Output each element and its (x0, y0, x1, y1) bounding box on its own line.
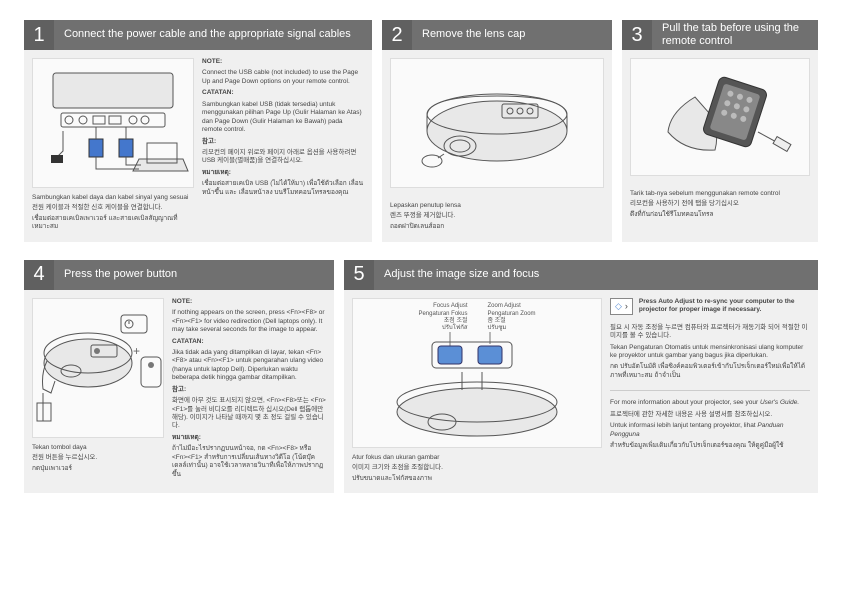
zoom-th: ปรับซูม (488, 325, 536, 332)
step-1-left: Sambungkan kabel daya dan kabel sinyal y… (32, 58, 194, 234)
step-1-body: Sambungkan kabel daya dan kabel sinyal y… (24, 50, 372, 242)
focus-id: Pengaturan Fokus (418, 311, 467, 318)
step-4: 4 Press the power button + (24, 260, 334, 493)
note-label-ko: 참고: (172, 386, 186, 393)
note-en: If nothing appears on the screen, press … (172, 309, 326, 334)
step-1-title: Connect the power cable and the appropri… (54, 20, 372, 50)
zoom-en: Zoom Adjust (488, 303, 536, 310)
step-1-captions: Sambungkan kabel daya dan kabel sinyal y… (32, 194, 194, 232)
auto-id: Tekan Pengaturan Otomatis untuk mensinkr… (610, 344, 810, 361)
focus-th: ปรับโฟกัส (418, 325, 467, 332)
zoom-id: Pengaturan Zoom (488, 311, 536, 318)
note-ko: 리모컨의 페이지 위로와 페이지 아래로 옵션을 사용하려면 USB 케이블(별… (202, 149, 364, 166)
row-2: 4 Press the power button + (24, 260, 818, 493)
note-label-id: CATATAN: (172, 338, 204, 345)
note-label-id: CATATAN: (202, 89, 234, 96)
step-5-captions: Atur fokus dan ukuran gambar 이미지 크기와 초점을… (352, 454, 602, 483)
power-button-illustration: + (32, 298, 164, 438)
focus-ko: 초점 조절 (418, 318, 467, 325)
step-2-number: 2 (382, 20, 412, 50)
step-3: 3 Pull the tab before using the remote c… (622, 20, 818, 242)
footer-info: For more information about your projecto… (610, 390, 810, 450)
caption-id: Atur fokus dan ukuran gambar (352, 454, 602, 462)
focus-zoom-illustration: Focus Adjust Pengaturan Fokus 초점 조절 ปรับ… (352, 298, 602, 448)
step-1: 1 Connect the power cable and the approp… (24, 20, 372, 242)
footer-ko: 프로젝터에 관한 자세한 내용은 사용 설명서를 참조하십시오. (610, 411, 810, 419)
step-4-left: + Tekan tombol daya 전원 버튼을 누르십시오. กดปุ่ม… (32, 298, 164, 485)
auto-th: กด ปรับอัตโนมัติ เพื่อซิงค์คอมพิวเตอร์เข… (610, 363, 810, 380)
step-4-captions: Tekan tombol daya 전원 버튼을 누르십시오. กดปุ่มเพ… (32, 444, 164, 473)
step-3-number: 3 (622, 20, 652, 50)
auto-ko: 필요 시 자동 조정을 누르면 컴퓨터와 프로젝터가 재동기화 되어 적절한 이… (610, 324, 810, 341)
step-4-body: + Tekan tombol daya 전원 버튼을 누르십시오. กดปุ่ม… (24, 290, 334, 493)
caption-id: Sambungkan kabel daya dan kabel sinyal y… (32, 194, 194, 202)
step-1-number: 1 (24, 20, 54, 50)
step-3-header: 3 Pull the tab before using the remote c… (622, 20, 818, 50)
note-id: Jika tidak ada yang ditampilkan di layar… (172, 349, 326, 383)
caption-id: Tekan tombol daya (32, 444, 164, 452)
step-5-right: ◇ › Press Auto Adjust to re-sync your co… (610, 298, 810, 485)
footer-en-1: For more information about your projecto… (610, 399, 758, 406)
caption-id: Tarik tab-nya sebelum menggunakan remote… (630, 190, 810, 198)
step-2-title: Remove the lens cap (412, 20, 612, 50)
step-3-captions: Tarik tab-nya sebelum menggunakan remote… (630, 190, 810, 221)
step-5: 5 Adjust the image size and focus Focus … (344, 260, 818, 493)
step-5-title: Adjust the image size and focus (374, 260, 818, 290)
step-4-title: Press the power button (54, 260, 334, 290)
note-th: เชื่อมต่อสายเคเบิล USB (ไม่ได้ให้มา) เพื… (202, 180, 364, 197)
step-2: 2 Remove the lens cap (382, 20, 612, 242)
focus-labels: Focus Adjust Pengaturan Fokus 초점 조절 ปรับ… (418, 303, 467, 332)
note-label-th: หมายเหตุ: (202, 169, 231, 176)
caption-th: เชื่อมต่อสายเคเบิลเพาเวอร์ และสายเคเบิลส… (32, 215, 194, 232)
step-5-header: 5 Adjust the image size and focus (344, 260, 818, 290)
step-3-body: Tarik tab-nya sebelum menggunakan remote… (622, 50, 818, 242)
caption-ko: 전원 케이블과 적절한 신호 케이블을 연결합니다. (32, 204, 194, 212)
remote-tab-illustration (630, 58, 810, 176)
zoom-labels: Zoom Adjust Pengaturan Zoom 줌 조절 ปรับซูม (488, 303, 536, 332)
note-label-ko: 참고: (202, 138, 216, 145)
note-label-en: NOTE: (172, 298, 192, 305)
step-5-left: Focus Adjust Pengaturan Fokus 초점 조절 ปรับ… (352, 298, 602, 485)
step-1-header: 1 Connect the power cable and the approp… (24, 20, 372, 50)
auto-en: Press Auto Adjust to re-sync your comput… (639, 298, 810, 315)
footer-en-2: User's Guide. (760, 399, 799, 406)
step-4-note: NOTE: If nothing appears on the screen, … (172, 298, 326, 485)
step-2-captions: Lepaskan penutup lensa 렌즈 뚜껑을 제거합니다. ถอด… (390, 202, 604, 233)
caption-ko: 렌즈 뚜껑을 제거합니다. (390, 212, 604, 220)
step-5-body: Focus Adjust Pengaturan Fokus 초점 조절 ปรับ… (344, 290, 818, 493)
focus-en: Focus Adjust (418, 303, 467, 310)
note-th: ถ้าไม่มีอะไรปรากฏบนหน้าจอ, กด <Fn><F8> ห… (172, 445, 326, 479)
lens-cap-illustration (390, 58, 604, 188)
caption-ko: 전원 버튼을 누르십시오. (32, 454, 164, 462)
note-ko: 화면에 아무 것도 표시되지 않으면, <Fn><F8>또는 <Fn><F1>를… (172, 397, 326, 431)
cable-connection-illustration (32, 58, 194, 188)
caption-ko: 리모컨을 사용하기 전에 탭을 당기십시오 (630, 200, 810, 208)
zoom-ko: 줌 조절 (488, 318, 536, 325)
auto-adjust-icon: ◇ › (610, 298, 633, 316)
caption-th: ถอดฝาปิดเลนส์ออก (390, 223, 604, 231)
step-2-body: Lepaskan penutup lensa 렌즈 뚜껑을 제거합니다. ถอด… (382, 50, 612, 242)
note-label-th: หมายเหตุ: (172, 434, 201, 441)
step-2-header: 2 Remove the lens cap (382, 20, 612, 50)
svg-text:+: + (133, 344, 140, 358)
note-id: Sambungkan kabel USB (tidak tersedia) un… (202, 101, 364, 135)
caption-th: กดปุ่มเพาเวอร์ (32, 465, 164, 473)
step-4-header: 4 Press the power button (24, 260, 334, 290)
caption-id: Lepaskan penutup lensa (390, 202, 604, 210)
footer-id-1: Untuk informasi lebih lanjut tentang pro… (610, 422, 756, 429)
footer-th: สำหรับข้อมูลเพิ่มเติมเกี่ยวกับโปรเจ็กเตอ… (610, 442, 810, 450)
caption-th: ดึงที่กันก่อนใช้รีโมทคอนโทรล (630, 211, 810, 219)
row-1: 1 Connect the power cable and the approp… (24, 20, 818, 242)
step-5-number: 5 (344, 260, 374, 290)
note-label-en: NOTE: (202, 58, 222, 65)
step-3-title: Pull the tab before using the remote con… (652, 20, 818, 50)
note-en: Connect the USB cable (not included) to … (202, 69, 364, 86)
caption-ko: 이미지 크기와 초점을 조절합니다. (352, 464, 602, 472)
step-1-note: NOTE: Connect the USB cable (not include… (202, 58, 364, 234)
step-4-number: 4 (24, 260, 54, 290)
caption-th: ปรับขนาดและโฟกัสของภาพ (352, 475, 602, 483)
